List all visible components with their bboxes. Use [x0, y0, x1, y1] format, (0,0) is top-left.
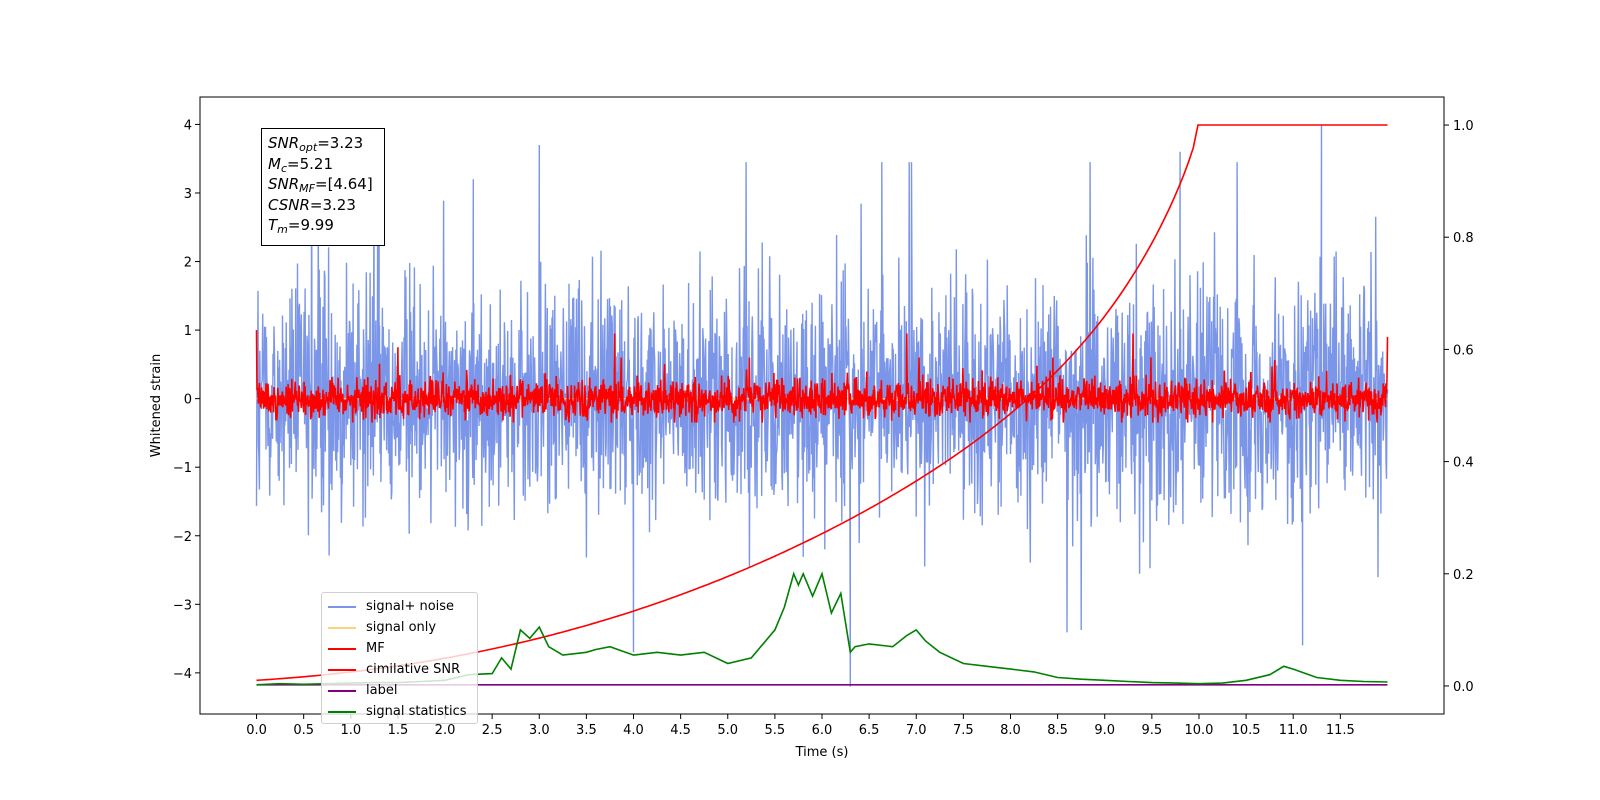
x-tick-label: 10.5: [1232, 723, 1261, 738]
x-tick-label: 9.0: [1094, 723, 1115, 738]
legend-label: signal statistics: [366, 704, 467, 719]
x-tick-label: 2.0: [435, 723, 456, 738]
y-right-tick-label: 0.2: [1453, 568, 1474, 583]
x-tick-label: 4.0: [623, 723, 644, 738]
legend-swatch: [328, 689, 356, 692]
legend-swatch: [328, 626, 356, 629]
signal-statistics-line: [256, 571, 1388, 686]
y-right-tick-label: 0.8: [1453, 231, 1474, 246]
y-tick-label: 4: [184, 118, 192, 133]
y-axis-label: Whitened strain: [149, 354, 164, 457]
legend-label: signal only: [366, 620, 437, 635]
x-tick-label: 3.5: [576, 723, 597, 738]
x-tick-label: 2.5: [482, 723, 503, 738]
x-tick-label: 6.5: [859, 723, 880, 738]
y-tick-label: 0: [184, 393, 192, 408]
y-right-tick-label: 1.0: [1453, 119, 1474, 134]
legend-swatch: [328, 710, 356, 713]
mc-row: Mc=5.21: [268, 154, 333, 175]
x-tick-label: 11.0: [1279, 723, 1308, 738]
stats-annotation-box: SNRopt=3.23 Mc=5.21 SNRMF=[4.64] CSNR=3.…: [261, 128, 385, 246]
csnr-row: CSNR=3.23: [268, 195, 356, 214]
snr-opt-row: SNRopt=3.23: [268, 134, 364, 154]
legend-swatch: [328, 668, 356, 671]
snr-opt-value: =3.23: [317, 134, 364, 152]
tm-value: =9.99: [287, 216, 334, 234]
x-tick-label: 9.5: [1142, 723, 1163, 738]
legend-label: cimilative SNR: [366, 662, 461, 677]
legend-item: MF: [328, 638, 477, 659]
snr-mf-row: SNRMF=[4.64]: [268, 175, 373, 195]
x-tick-label: 1.5: [388, 723, 409, 738]
x-tick-label: 10.0: [1184, 723, 1213, 738]
legend-item: label: [328, 680, 477, 701]
x-tick-label: 0.5: [293, 723, 314, 738]
x-tick-label: 8.5: [1047, 723, 1068, 738]
legend-swatch: [328, 605, 356, 608]
legend-swatch: [328, 647, 356, 650]
x-tick-label: 4.5: [670, 723, 691, 738]
y-tick-label: 2: [184, 256, 192, 271]
mf-line: [255, 330, 1389, 423]
legend-item: signal only: [328, 617, 477, 638]
y-tick-label: −2: [173, 530, 192, 545]
x-tick-label: 6.0: [812, 723, 833, 738]
x-tick-label: 1.0: [340, 723, 361, 738]
y-tick-label: −1: [173, 461, 192, 476]
csnr-value: =3.23: [309, 195, 356, 214]
y-tick-label: 1: [184, 324, 192, 339]
snr-mf-value: =[4.64]: [315, 175, 373, 193]
legend-item: signal+ noise: [328, 596, 477, 617]
y-tick-label: −3: [173, 598, 192, 613]
x-tick-label: 5.0: [717, 723, 738, 738]
x-tick-label: 5.5: [765, 723, 786, 738]
x-axis-label: Time (s): [795, 745, 849, 760]
legend-label: label: [366, 683, 398, 698]
y-right-tick-label: 0.6: [1453, 343, 1474, 358]
tm-row: Tm=9.99: [268, 216, 334, 236]
y-right-tick-label: 0.0: [1453, 680, 1474, 695]
mc-value: =5.21: [287, 154, 333, 173]
x-tick-label: 11.5: [1326, 723, 1355, 738]
y-tick-label: 3: [184, 187, 192, 202]
legend-item: cimilative SNR: [328, 659, 477, 680]
y-tick-label: −4: [173, 667, 192, 682]
legend: signal+ noise signal only MF cimilative SNR…: [321, 592, 478, 724]
legend-label: MF: [366, 641, 385, 656]
legend-item: signal statistics: [328, 701, 477, 722]
x-tick-label: 0.0: [246, 723, 267, 738]
y-right-tick-label: 0.4: [1453, 456, 1474, 471]
x-tick-label: 8.0: [1000, 723, 1021, 738]
x-tick-label: 3.0: [529, 723, 550, 738]
x-tick-label: 7.0: [906, 723, 927, 738]
legend-label: signal+ noise: [366, 599, 455, 614]
x-tick-label: 7.5: [953, 723, 974, 738]
